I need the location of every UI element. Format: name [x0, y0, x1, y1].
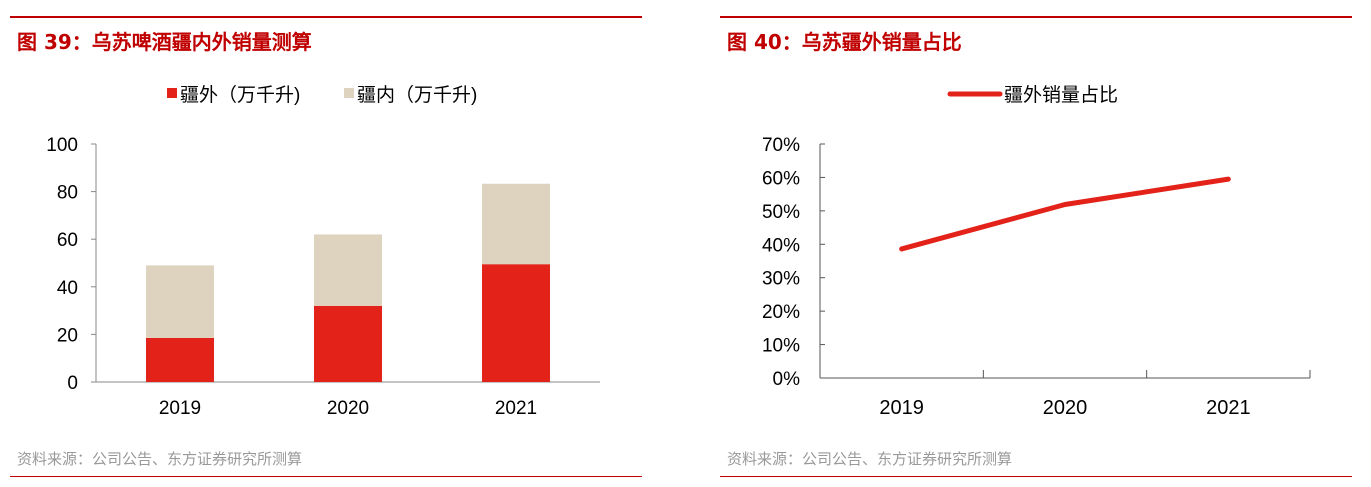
y-tick-label: 70% — [762, 135, 800, 156]
x-tick-label: 2021 — [1206, 397, 1251, 419]
legend-swatch — [167, 88, 177, 98]
x-tick-label: 2019 — [159, 398, 201, 419]
y-tick-label: 0 — [67, 373, 78, 394]
figure-39: 图 39：乌苏啤酒疆内外销量测算 0 20 40 60 80 100 2019 2020 202… — [0, 0, 660, 487]
x-tick-label: 2021 — [495, 398, 537, 419]
y-tick-label: 80 — [57, 183, 78, 204]
y-tick-label: 10% — [762, 336, 800, 357]
top-divider — [720, 16, 1352, 18]
series-line — [899, 176, 1231, 252]
y-tick-label: 20 — [57, 325, 78, 346]
bottom-divider — [720, 476, 1352, 477]
y-tick-label: 50% — [762, 202, 800, 223]
top-divider — [10, 16, 642, 18]
source-note: 资料来源：公司公告、东方证券研究所测算 — [727, 450, 1013, 468]
line-chart: 0% 10% 20% 30% 40% 50% 60% 70% 2019 2020 2021 疆外销量占… — [762, 84, 1311, 419]
y-tick-label: 30% — [762, 269, 800, 290]
chart-title: 图 39：乌苏啤酒疆内外销量测算 — [17, 30, 312, 54]
bar-inner-2019 — [146, 265, 214, 338]
bar-inner-2020 — [314, 234, 382, 306]
legend-label: 疆内（万千升) — [357, 84, 477, 106]
bar-outer-2021 — [482, 264, 550, 382]
x-tick-label: 2019 — [879, 397, 924, 419]
bottom-divider — [10, 476, 642, 477]
y-tick-label: 40% — [762, 235, 800, 256]
y-tick-label: 40 — [57, 278, 78, 299]
y-tick-label: 20% — [762, 302, 800, 323]
y-tick-label: 60% — [762, 168, 800, 189]
x-tick-label: 2020 — [1043, 397, 1088, 419]
bar-outer-2020 — [314, 305, 382, 382]
legend-swatch — [344, 88, 354, 98]
source-note: 资料来源：公司公告、东方证券研究所测算 — [17, 450, 303, 468]
chart-title: 图 40：乌苏疆外销量占比 — [727, 30, 962, 54]
y-tick-label: 0% — [773, 369, 801, 390]
legend-label: 疆外（万千升) — [180, 84, 300, 106]
figure-40: 图 40：乌苏疆外销量占比 0% 10% 20% 30% 40% 50% 60% 70% 201… — [710, 0, 1371, 487]
legend-label: 疆外销量占比 — [1004, 84, 1118, 106]
bar-outer-2019 — [146, 337, 214, 382]
y-tick-label: 60 — [57, 230, 78, 251]
stacked-bar-chart: 0 20 40 60 80 100 2019 2020 2021 疆外（万千升) 疆内（万千升) — [46, 84, 600, 419]
x-tick-label: 2020 — [327, 398, 369, 419]
y-tick-label: 100 — [46, 135, 78, 156]
bar-inner-2021 — [482, 183, 550, 265]
